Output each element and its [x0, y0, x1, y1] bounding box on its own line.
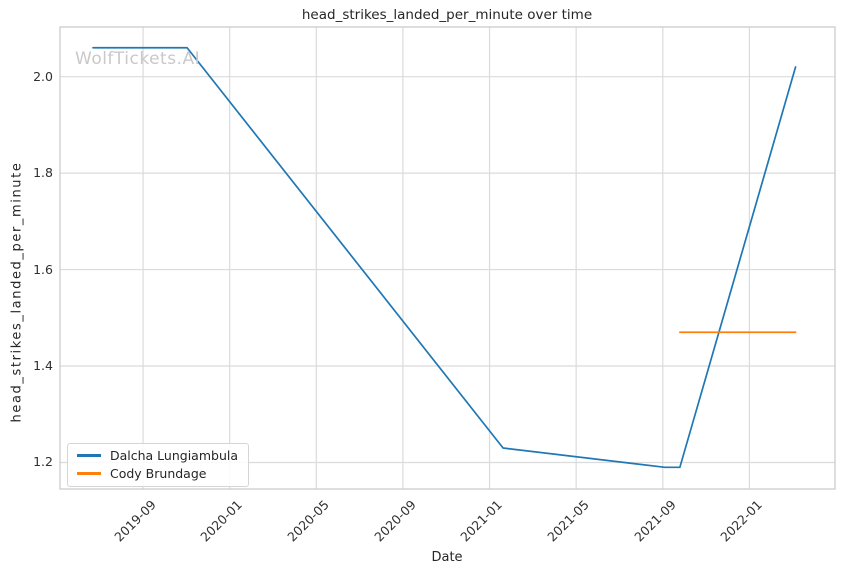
chart-title: head_strikes_landed_per_minute over time	[301, 7, 593, 23]
legend-item: Cody Brundage	[77, 466, 238, 481]
y-tick-label: 1.8	[33, 165, 53, 181]
y-axis-label: head_strikes_landed_per_minute	[9, 161, 25, 423]
plot-frame	[59, 26, 836, 490]
series-line-dalcha-lungiambula	[92, 46, 797, 469]
watermark: WolfTickets.AI	[75, 49, 201, 69]
legend-item: Dalcha Lungiambula	[77, 448, 238, 463]
y-tick-label: 1.6	[33, 261, 53, 277]
legend-line-swatch	[77, 472, 101, 475]
legend-label: Cody Brundage	[110, 466, 207, 481]
x-axis-label: Date	[431, 550, 463, 565]
legend-label: Dalcha Lungiambula	[110, 448, 239, 463]
y-tick-label: 1.2	[33, 454, 53, 470]
y-tick-label: 2.0	[33, 68, 53, 84]
y-tick-label: 1.4	[33, 358, 53, 374]
legend: Dalcha Lungiambula Cody Brundage	[67, 443, 250, 487]
legend-line-swatch	[77, 454, 101, 457]
